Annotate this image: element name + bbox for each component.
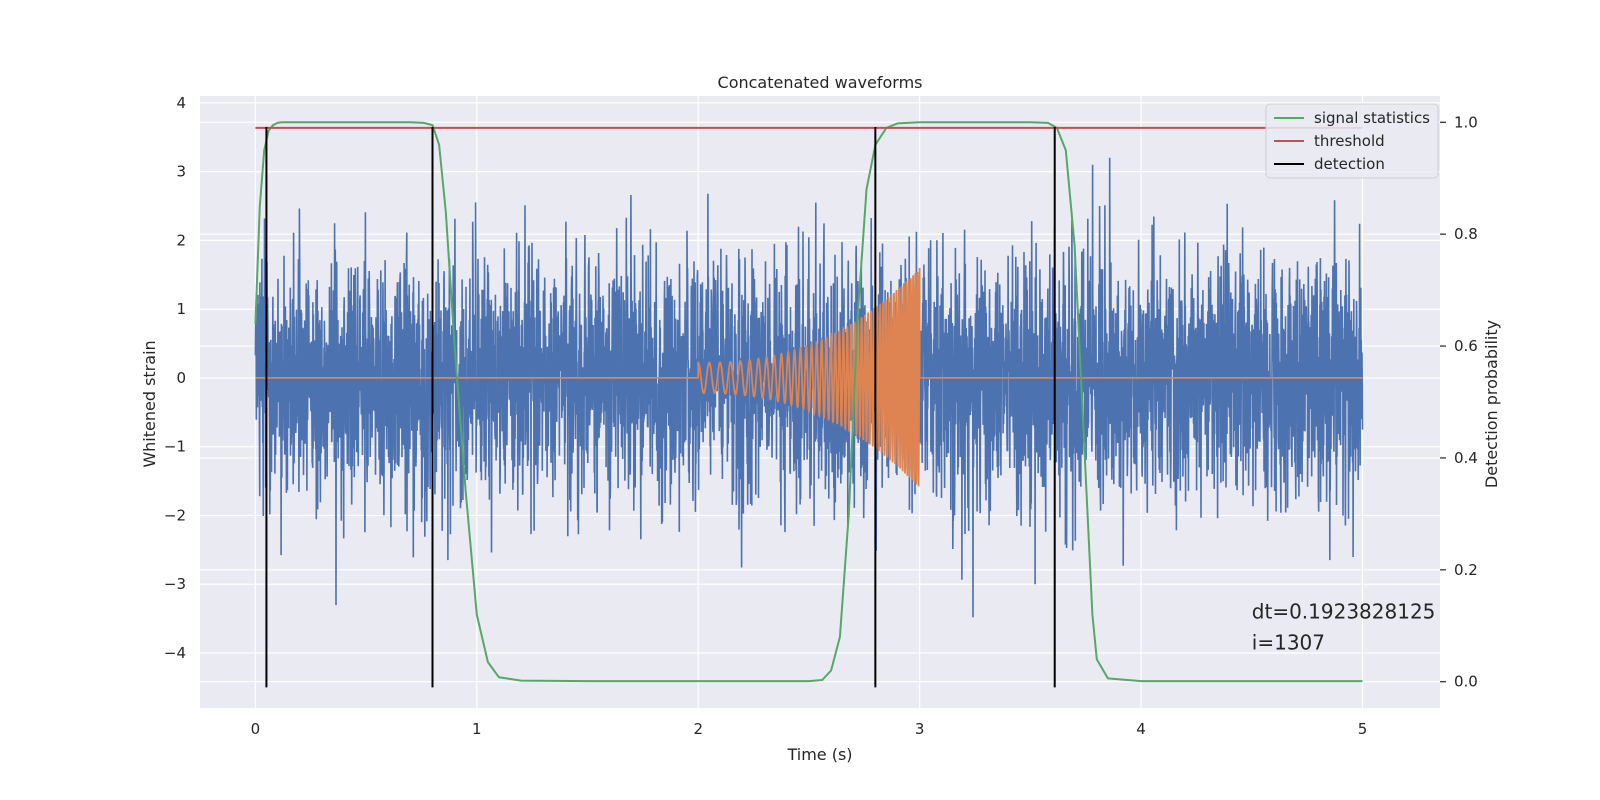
y-tick-label: 3 [176, 163, 186, 181]
legend: signal statistics threshold detection [1265, 103, 1439, 179]
y-tick-label: −1 [164, 438, 186, 456]
annotation-text: i=1307 [1252, 631, 1325, 655]
legend-label: signal statistics [1314, 109, 1430, 127]
y2-tick-label: 0.4 [1454, 449, 1478, 467]
y2-tick-label: 0.0 [1454, 673, 1478, 691]
y-tick-label: −2 [164, 506, 186, 524]
y-tick-label: 4 [176, 94, 186, 112]
x-tick-label: 5 [1358, 720, 1368, 738]
series-layer [254, 121, 1364, 688]
noise-series [254, 157, 1364, 618]
y-tick-label: 2 [176, 231, 186, 249]
legend-box [1265, 103, 1439, 179]
x-tick-label: 3 [915, 720, 925, 738]
y2-tick-label: 0.2 [1454, 561, 1478, 579]
chart-title: Concatenated waveforms [718, 73, 923, 92]
chirp-series [255, 267, 1363, 487]
annotation-text: dt=0.1923828125 [1252, 600, 1436, 624]
legend-label: threshold [1314, 132, 1385, 150]
y2-axis-label: Detection probability [1482, 320, 1501, 488]
x-tick-label: 4 [1136, 720, 1146, 738]
y2-tick-label: 0.6 [1454, 337, 1478, 355]
y-tick-label: 0 [176, 369, 186, 387]
y-tick-label: −4 [164, 644, 186, 662]
ticks: 0 1 2 3 4 5 −4 −3 −2 −1 0 1 2 3 4 0.0 0.2 0.4 0.6 0.8 1.0 [164, 94, 1478, 738]
x-tick-label: 0 [251, 720, 261, 738]
y-tick-label: 1 [176, 300, 186, 318]
x-tick-label: 1 [472, 720, 482, 738]
y2-tick-label: 0.8 [1454, 225, 1478, 243]
y-tick-label: −3 [164, 575, 186, 593]
annotations: dt=0.1923828125 i=1307 [1252, 600, 1436, 655]
legend-label: detection [1314, 155, 1385, 173]
y2-tick-label: 1.0 [1454, 113, 1478, 131]
y-axis-label: Whitened strain [140, 340, 159, 467]
x-tick-label: 2 [693, 720, 703, 738]
signal-statistics-series [254, 121, 1363, 683]
x-axis-label: Time (s) [786, 745, 852, 764]
